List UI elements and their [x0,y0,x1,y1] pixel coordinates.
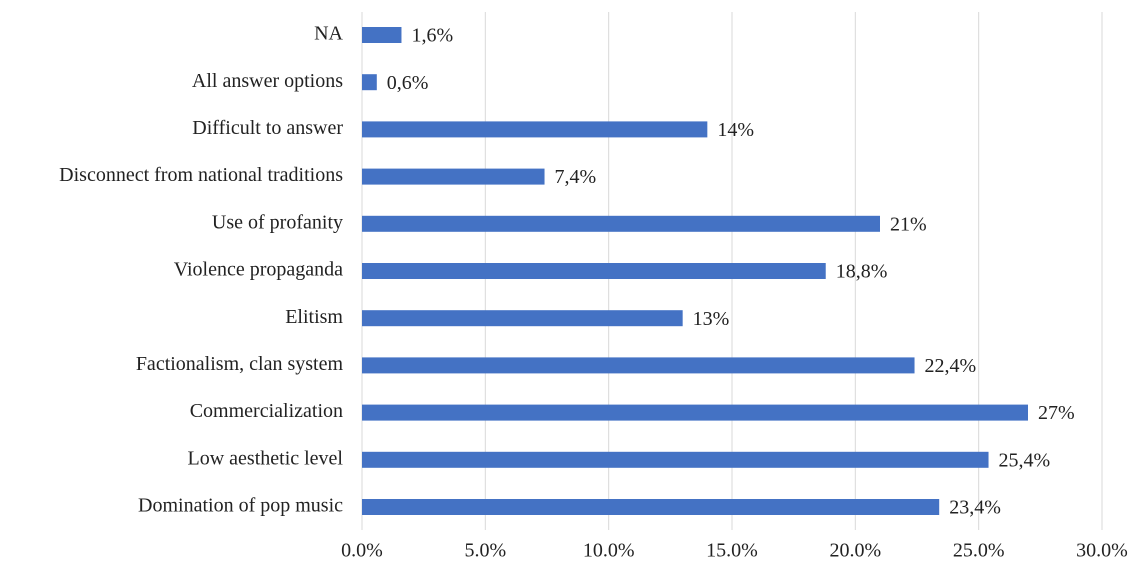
value-label: 1,6% [411,25,453,47]
y-tick-label: Domination of pop music [138,495,343,517]
y-tick-label: Low aesthetic level [188,447,344,469]
y-tick-label: Use of profanity [212,211,343,233]
x-tick-label: 10.0% [583,540,635,562]
y-tick-label: Elitism [285,306,343,328]
x-tick-label: 0.0% [341,540,383,562]
value-label: 23,4% [949,497,1001,519]
value-label: 27% [1038,402,1075,424]
value-label: 21% [890,213,927,235]
bar [362,451,989,468]
bar [362,263,826,279]
y-tick-label: Disconnect from national traditions [59,164,343,186]
value-label: 25,4% [999,449,1051,471]
x-tick-label: 25.0% [953,540,1005,562]
bar [362,404,1028,421]
y-tick-label: Violence propaganda [174,259,343,281]
y-tick-label: Difficult to answer [192,117,343,139]
y-tick-label: All answer options [192,70,343,92]
bar [362,215,880,232]
x-tick-label: 15.0% [706,540,758,562]
x-tick-label: 30.0% [1076,540,1128,562]
value-label: 18,8% [836,261,888,283]
bar [362,121,708,138]
value-label: 0,6% [387,72,429,94]
x-tick-label: 20.0% [829,540,881,562]
value-label: 22,4% [925,355,977,377]
bar [362,499,940,515]
bar [362,357,915,374]
bar [362,27,402,43]
y-tick-label: Commercialization [190,400,343,422]
bar [362,310,683,327]
bar [362,168,545,185]
x-tick-label: 5.0% [464,540,506,562]
y-tick-label: NA [314,23,343,45]
y-tick-label: Factionalism, clan system [136,353,344,375]
value-label: 13% [693,308,730,330]
value-label: 14% [717,119,754,141]
bar [362,74,377,91]
value-label: 7,4% [555,166,597,188]
